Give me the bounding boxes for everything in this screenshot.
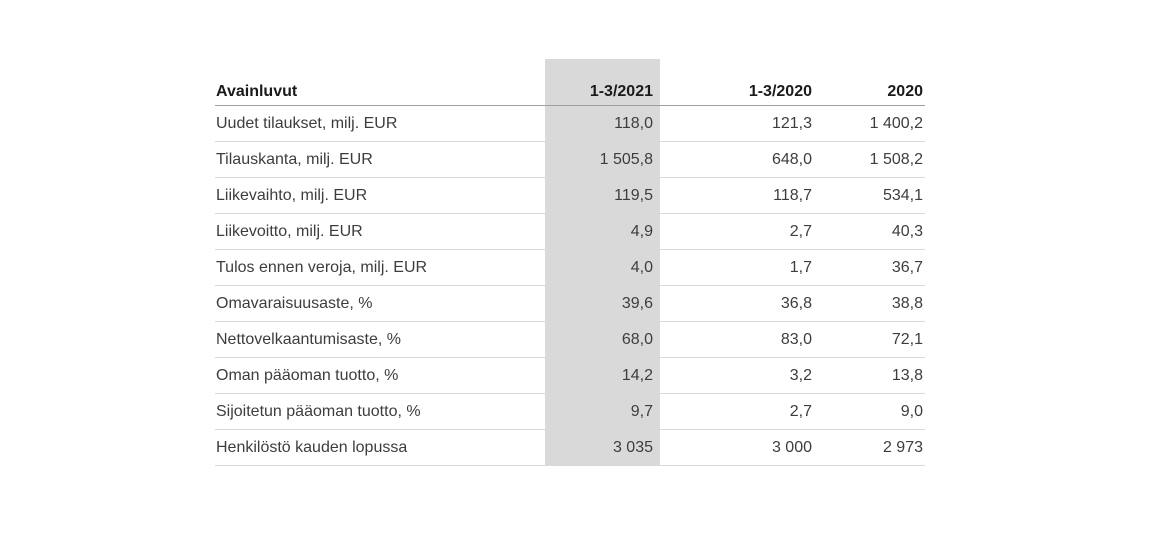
row-label: Henkilöstö kauden lopussa — [216, 438, 408, 456]
table-row: Tilauskanta, milj. EUR 1 505,8 648,0 1 5… — [215, 142, 925, 178]
column-header-avainluvut: Avainluvut — [216, 83, 298, 100]
cell-value: 13,8 — [891, 366, 923, 384]
row-label: Sijoitetun pääoman tuotto, % — [216, 402, 421, 420]
row-label: Tilauskanta, milj. EUR — [216, 150, 373, 168]
cell-value: 9,0 — [900, 402, 923, 420]
cell-value: 1,7 — [789, 258, 812, 276]
cell-value: 38,8 — [891, 294, 923, 312]
cell-value: 39,6 — [545, 286, 660, 321]
cell-value: 4,0 — [545, 250, 660, 285]
cell-value: 2 973 — [882, 438, 923, 456]
cell-value: 3,2 — [789, 366, 812, 384]
column-header-2020: 2020 — [887, 83, 923, 100]
row-label: Omavaraisuusaste, % — [216, 294, 373, 312]
cell-value: 83,0 — [780, 330, 812, 348]
column-header-1-3-2021-highlighted: 1-3/2021 — [545, 59, 660, 105]
cell-value: 36,7 — [891, 258, 923, 276]
cell-value: 3 000 — [771, 438, 812, 456]
table-row: Liikevoitto, milj. EUR 4,9 2,7 40,3 — [215, 214, 925, 250]
table-row: Liikevaihto, milj. EUR 119,5 118,7 534,1 — [215, 178, 925, 214]
table-header-row: Avainluvut 1-3/2021 1-3/2020 2020 — [215, 59, 925, 106]
cell-value: 2,7 — [789, 402, 812, 420]
cell-value: 72,1 — [891, 330, 923, 348]
cell-value: 121,3 — [771, 114, 812, 132]
column-header-1-3-2020: 1-3/2020 — [748, 83, 812, 100]
cell-value: 3 035 — [545, 430, 660, 465]
cell-value: 1 508,2 — [869, 150, 923, 168]
cell-value: 36,8 — [780, 294, 812, 312]
cell-value: 4,9 — [545, 214, 660, 249]
table-row: Oman pääoman tuotto, % 14,2 3,2 13,8 — [215, 358, 925, 394]
cell-value: 40,3 — [891, 222, 923, 240]
cell-value: 1 505,8 — [545, 142, 660, 177]
key-figures-table: Avainluvut 1-3/2021 1-3/2020 2020 Uudet … — [215, 59, 925, 466]
cell-value: 9,7 — [545, 394, 660, 429]
table-row: Nettovelkaantumisaste, % 68,0 83,0 72,1 — [215, 322, 925, 358]
table-row: Tulos ennen veroja, milj. EUR 4,0 1,7 36… — [215, 250, 925, 286]
cell-value: 534,1 — [882, 186, 923, 204]
row-label: Tulos ennen veroja, milj. EUR — [216, 258, 428, 276]
table-row: Sijoitetun pääoman tuotto, % 9,7 2,7 9,0 — [215, 394, 925, 430]
cell-value: 118,0 — [545, 106, 660, 141]
cell-value: 119,5 — [545, 178, 660, 213]
row-label: Oman pääoman tuotto, % — [216, 366, 399, 384]
table-row: Henkilöstö kauden lopussa 3 035 3 000 2 … — [215, 430, 925, 466]
cell-value: 648,0 — [771, 150, 812, 168]
row-label: Liikevaihto, milj. EUR — [216, 186, 368, 204]
row-label: Nettovelkaantumisaste, % — [216, 330, 401, 348]
cell-value: 118,7 — [773, 186, 812, 204]
row-label: Liikevoitto, milj. EUR — [216, 222, 363, 240]
cell-value: 14,2 — [545, 358, 660, 393]
row-label: Uudet tilaukset, milj. EUR — [216, 114, 398, 132]
table-row: Uudet tilaukset, milj. EUR 118,0 121,3 1… — [215, 106, 925, 142]
cell-value: 1 400,2 — [869, 114, 923, 132]
cell-value: 68,0 — [545, 322, 660, 357]
table-row: Omavaraisuusaste, % 39,6 36,8 38,8 — [215, 286, 925, 322]
cell-value: 2,7 — [789, 222, 812, 240]
